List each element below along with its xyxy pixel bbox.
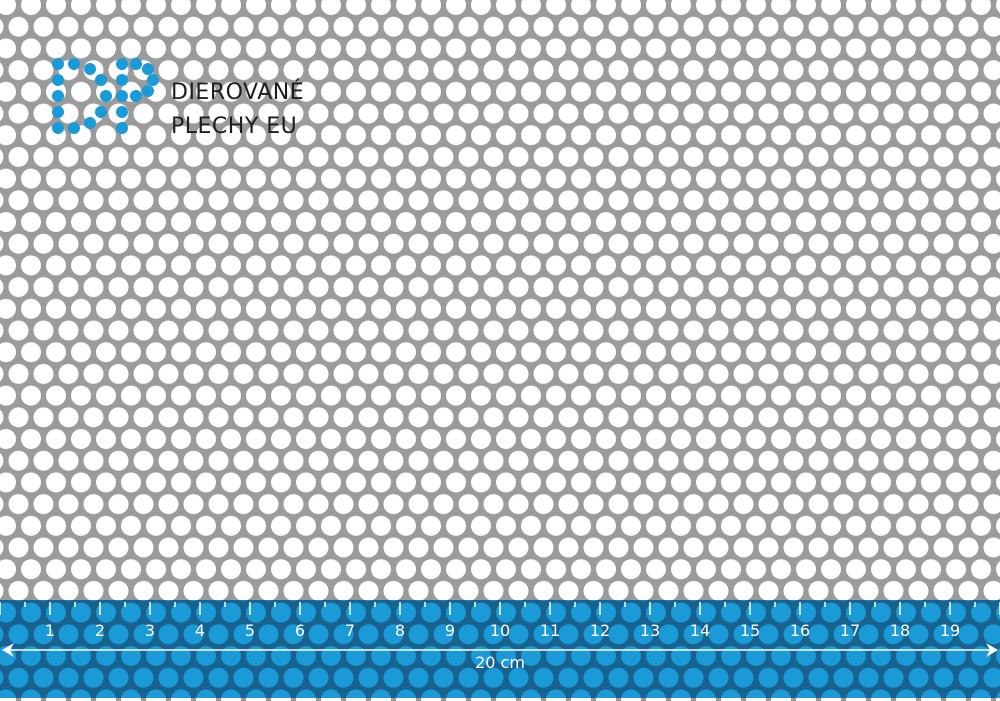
logo-dot [52,74,64,86]
logo-text-line1: DIEROVANÉ [171,80,305,105]
logo-monogram-dp [52,58,159,134]
ruler-label: 7 [344,621,356,640]
logo-dot [116,106,128,118]
ruler-label: 6 [294,621,306,640]
ruler-label: 4 [194,621,206,640]
ruler-label: 1 [44,621,56,640]
logo-dot [52,58,64,70]
ruler-label: 17 [839,621,861,640]
logo-dot [116,58,128,70]
logo-dot [52,106,64,118]
logo-dot [52,122,64,134]
ruler-label: 18 [889,621,911,640]
logo-dot [142,85,154,97]
logo-dot [116,74,128,86]
ruler-label: 5 [244,621,256,640]
ruler-label: 2 [94,621,106,640]
logo-dot [116,90,128,102]
logo-text-line2: PLECHY EU [171,114,298,139]
logo-dot [147,74,159,86]
ruler-ticks [0,602,1000,615]
ruler-label: 9 [444,621,456,640]
ruler-label: 15 [739,621,761,640]
logo-dot [130,58,142,70]
ruler-arrow [2,643,998,657]
ruler-label: 3 [144,621,156,640]
ruler-label: 8 [394,621,406,640]
ruler-label: 12 [589,621,611,640]
ruler-label: 19 [939,621,961,640]
ruler-label: 14 [689,621,711,640]
logo-dot [116,122,128,134]
ruler-label: 16 [789,621,811,640]
logo-dot [95,74,107,86]
logo-dot [68,58,80,70]
logo-dot [142,63,154,75]
logo-dot [68,122,80,134]
ruler-label: 11 [539,621,561,640]
ruler-label: 10 [489,621,511,640]
logo-dot [130,90,142,102]
logo-dot [100,90,112,102]
logo-dot [52,90,64,102]
logo-dot [84,117,96,129]
logo-dot [95,106,107,118]
ruler-total-length: 20 cm [475,653,525,672]
logo-dot [84,63,96,75]
ruler-label: 13 [639,621,661,640]
ruler-band [0,600,1000,698]
